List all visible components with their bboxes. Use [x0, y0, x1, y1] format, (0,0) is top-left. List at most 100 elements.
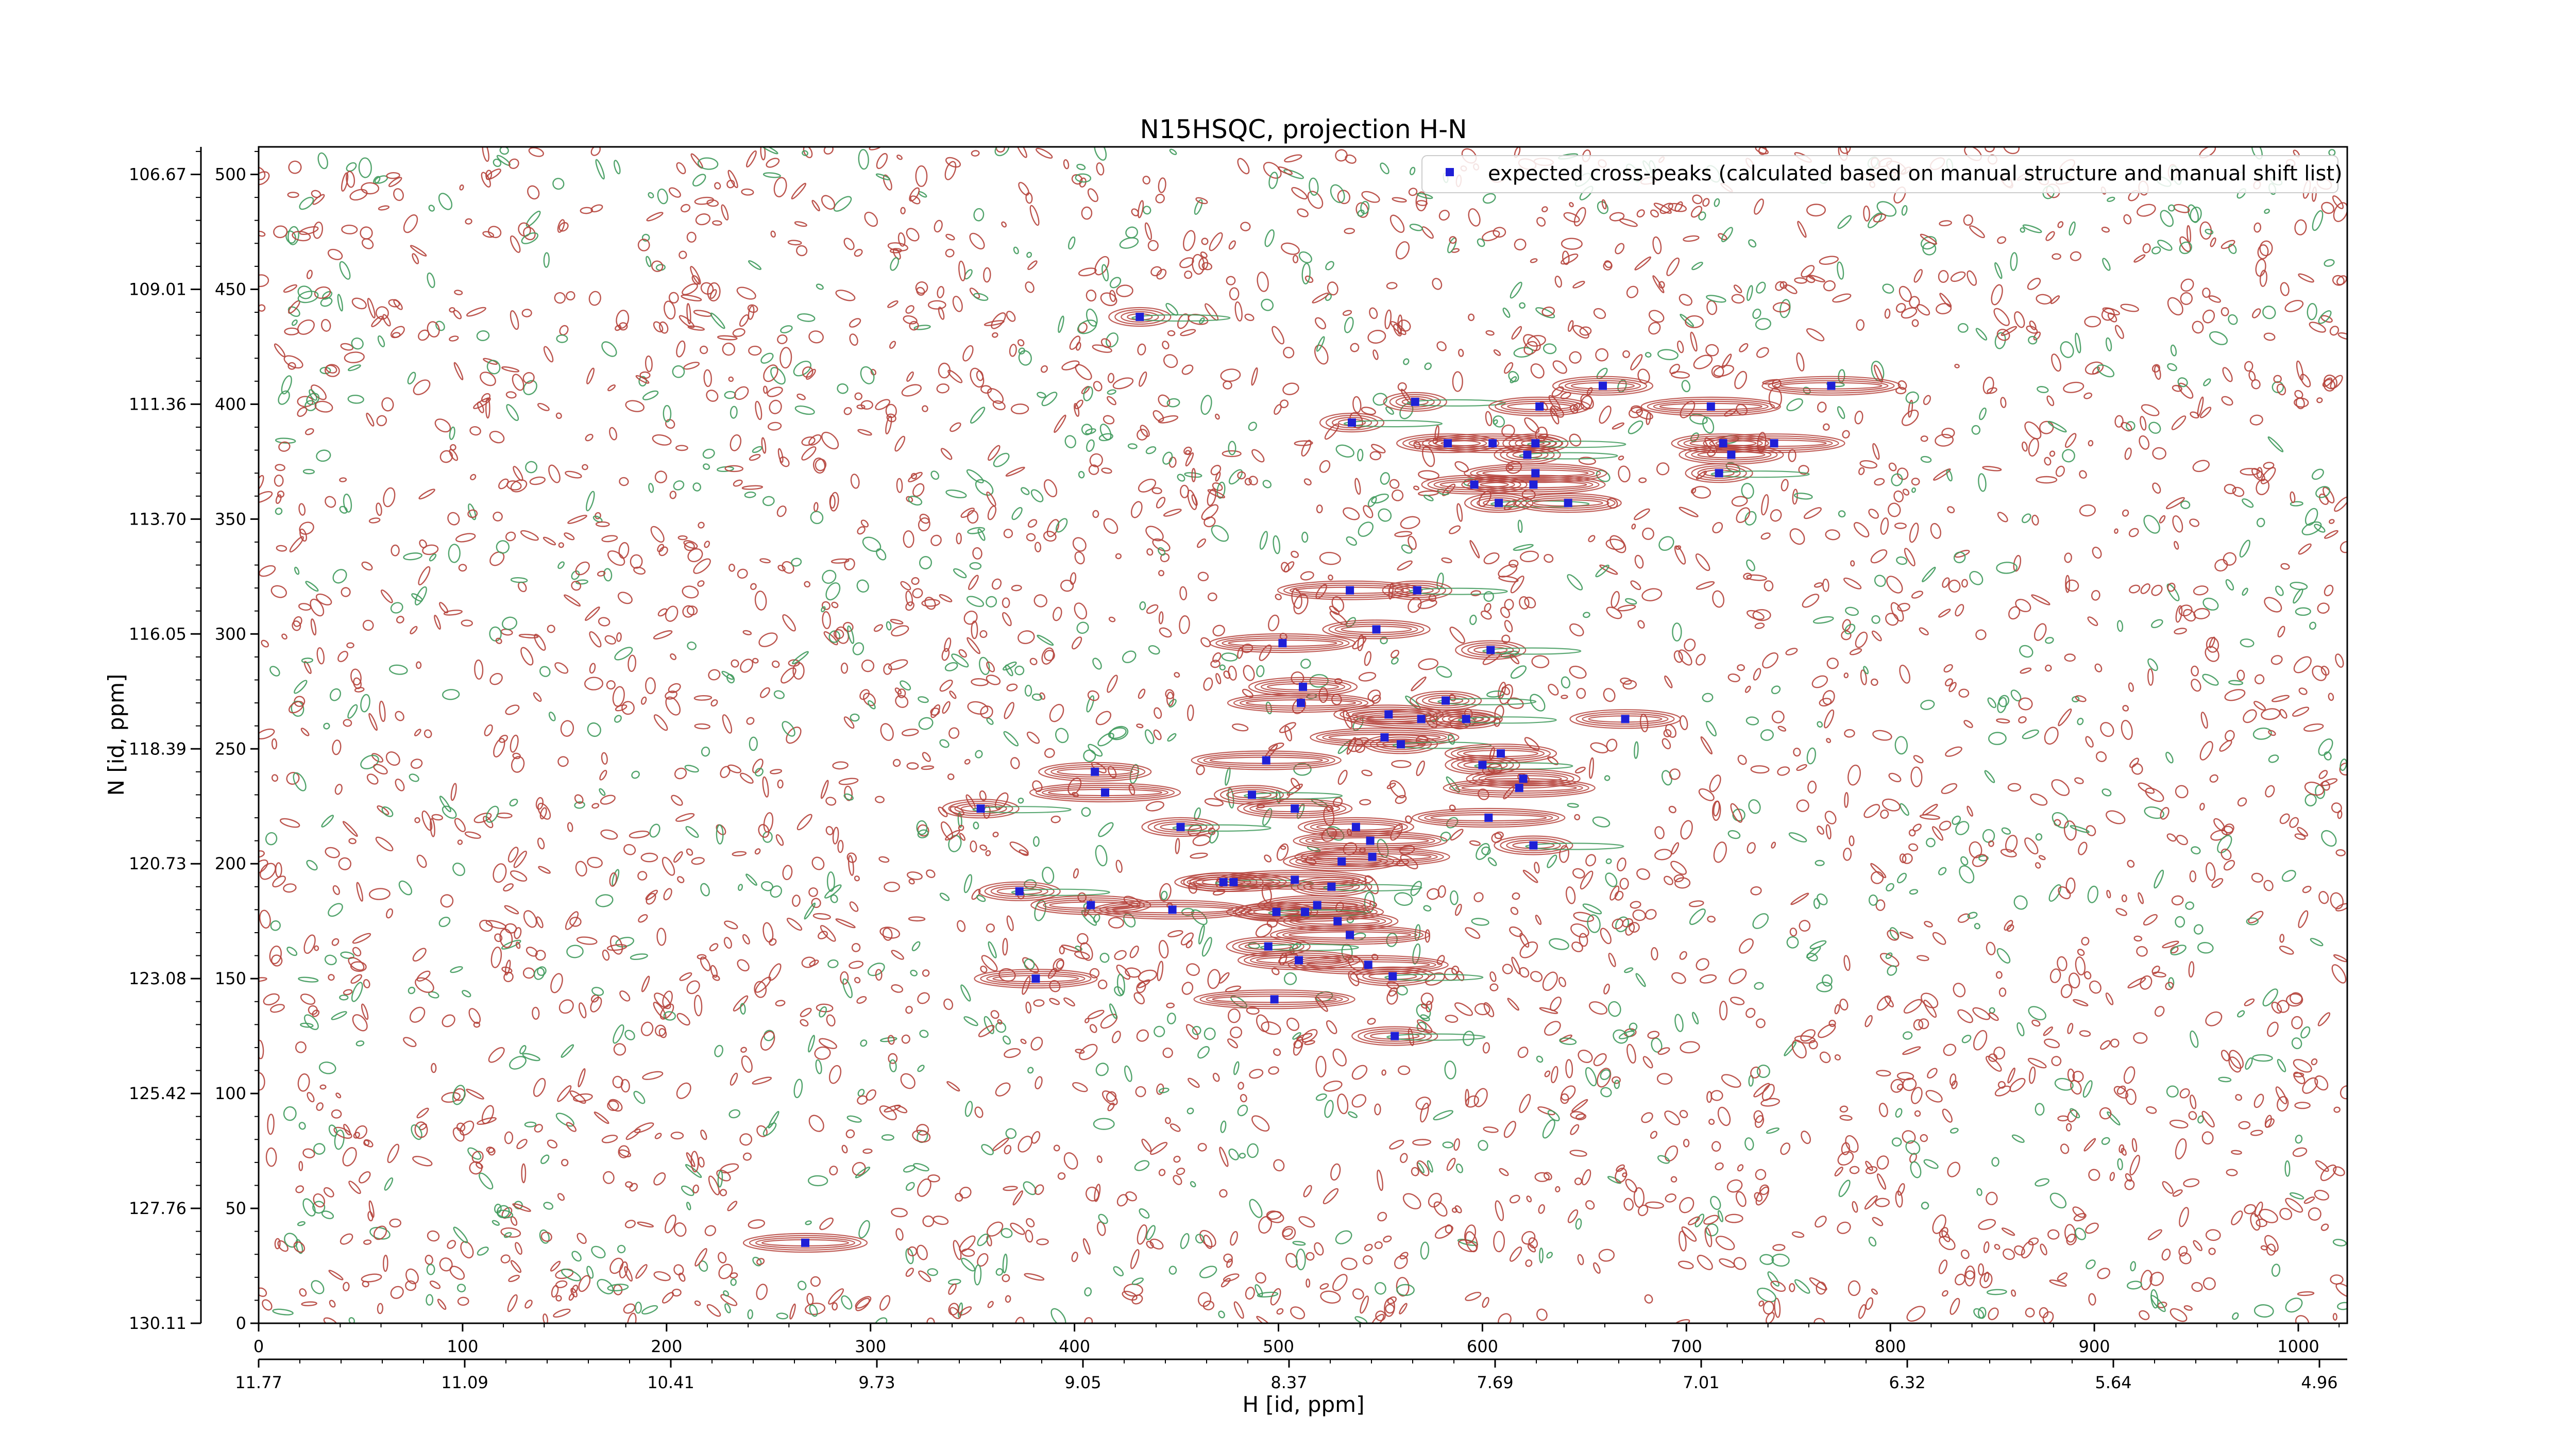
noise-contour-positive	[2335, 849, 2346, 856]
noise-contour-positive	[259, 1287, 267, 1297]
noise-contour-positive	[1636, 409, 1653, 420]
noise-contour-positive	[972, 547, 982, 560]
noise-contour-positive	[1200, 251, 1208, 258]
cross-peak-point	[1176, 822, 1185, 831]
noise-contour-positive	[307, 1092, 315, 1103]
noise-contour-positive	[339, 477, 347, 482]
noise-contour-positive	[2120, 304, 2139, 312]
noise-contour-positive	[2133, 1032, 2148, 1044]
noise-contour-positive	[1796, 799, 1809, 812]
noise-contour-positive	[2243, 709, 2257, 723]
noise-contour-negative	[601, 341, 617, 357]
noise-contour-positive	[1074, 551, 1085, 565]
noise-contour-negative	[697, 157, 719, 170]
noise-contour-positive	[480, 372, 496, 386]
noise-contour-positive	[894, 435, 906, 452]
noise-contour-positive	[2259, 269, 2267, 287]
noise-contour-negative	[633, 1090, 646, 1104]
noise-contour-positive	[854, 875, 860, 882]
noise-contour-positive	[733, 995, 749, 1012]
noise-contour-positive	[854, 248, 863, 257]
noise-contour-negative	[986, 596, 997, 608]
noise-contour-positive	[1618, 465, 1631, 483]
noise-contour-negative	[486, 360, 501, 375]
noise-contour-positive	[1483, 1002, 1495, 1018]
noise-contour-positive	[942, 701, 951, 714]
noise-contour-negative	[1239, 1153, 1246, 1159]
cross-peak-point	[1727, 450, 1736, 459]
noise-contour-negative	[1024, 684, 1032, 697]
y-tick-label: 500	[215, 165, 246, 184]
noise-contour-positive	[2079, 1030, 2091, 1037]
noise-contour-positive	[1002, 612, 1012, 627]
noise-contour-positive	[1503, 1121, 1516, 1138]
noise-contour-positive	[2250, 1130, 2263, 1136]
noise-contour-positive	[1896, 467, 1909, 480]
noise-contour-positive	[1717, 1106, 1731, 1126]
noise-contour-positive	[299, 1288, 307, 1297]
noise-contour-negative	[1476, 843, 1490, 861]
noise-contour-positive	[1536, 217, 1546, 227]
noise-contour-positive	[1603, 983, 1610, 995]
noise-contour-positive	[1385, 1304, 1395, 1314]
noise-contour-positive	[275, 494, 282, 504]
noise-contour-positive	[283, 284, 297, 293]
noise-contour-positive	[1913, 269, 1923, 283]
noise-contour-negative	[1146, 1225, 1156, 1240]
noise-contour-negative	[810, 511, 824, 525]
noise-contour-positive	[2337, 810, 2343, 819]
noise-contour-positive	[704, 1225, 716, 1236]
noise-contour-negative	[501, 939, 521, 950]
noise-contour-positive	[1569, 433, 1582, 447]
noise-contour-positive	[1243, 665, 1255, 681]
noise-contour-negative	[2242, 587, 2248, 596]
noise-contour-negative	[328, 903, 343, 917]
noise-contour-positive	[860, 519, 869, 528]
noise-contour-positive	[1925, 1090, 1943, 1103]
noise-contour-positive	[1626, 1043, 1636, 1064]
noise-contour-positive	[1188, 1077, 1200, 1088]
noise-contour-negative	[1784, 1041, 1797, 1056]
noise-contour-positive	[2253, 701, 2266, 711]
noise-contour-negative	[1190, 1181, 1196, 1188]
noise-contour-negative	[641, 233, 650, 242]
noise-contour-positive	[415, 661, 422, 669]
noise-contour-negative	[303, 1014, 319, 1031]
noise-contour-negative	[313, 1143, 326, 1155]
noise-contour-positive	[1337, 1093, 1349, 1115]
noise-contour-positive	[2211, 878, 2224, 888]
noise-contour-positive	[1186, 963, 1200, 976]
noise-contour-positive	[1411, 676, 1427, 692]
noise-contour-positive	[1389, 1139, 1404, 1150]
noise-contour-positive	[447, 512, 460, 526]
noise-contour-positive	[1839, 1105, 1849, 1113]
noise-contour-positive	[1086, 289, 1097, 302]
noise-contour-positive	[470, 474, 477, 481]
noise-contour-positive	[2128, 682, 2134, 692]
noise-contour-negative	[2157, 240, 2173, 251]
noise-contour-positive	[1133, 992, 1145, 1005]
noise-contour-positive	[1972, 1007, 1991, 1020]
noise-contour-positive	[573, 1093, 593, 1102]
noise-contour-negative	[591, 1245, 606, 1259]
noise-contour-positive	[1017, 339, 1025, 347]
noise-contour-negative	[2077, 717, 2084, 726]
noise-contour-negative	[442, 805, 457, 819]
x-tick-label: 900	[2079, 1337, 2110, 1356]
noise-contour-positive	[1362, 1255, 1373, 1265]
noise-contour-negative	[1018, 797, 1024, 804]
noise-contour-positive	[775, 1000, 786, 1007]
noise-contour-negative	[1200, 395, 1212, 415]
noise-contour-positive	[1901, 409, 1919, 426]
noise-contour-positive	[2339, 762, 2347, 776]
noise-contour-negative	[1081, 910, 1097, 926]
noise-contour-positive	[1771, 841, 1776, 849]
noise-contour-positive	[1485, 330, 1495, 336]
noise-contour-negative	[855, 1166, 871, 1178]
noise-contour-positive	[659, 321, 669, 334]
noise-contour-negative	[807, 1175, 828, 1187]
noise-contour-positive	[903, 315, 918, 325]
noise-contour-positive	[1525, 1259, 1533, 1267]
noise-contour-positive	[1955, 604, 1964, 617]
noise-contour-positive	[2045, 231, 2055, 241]
